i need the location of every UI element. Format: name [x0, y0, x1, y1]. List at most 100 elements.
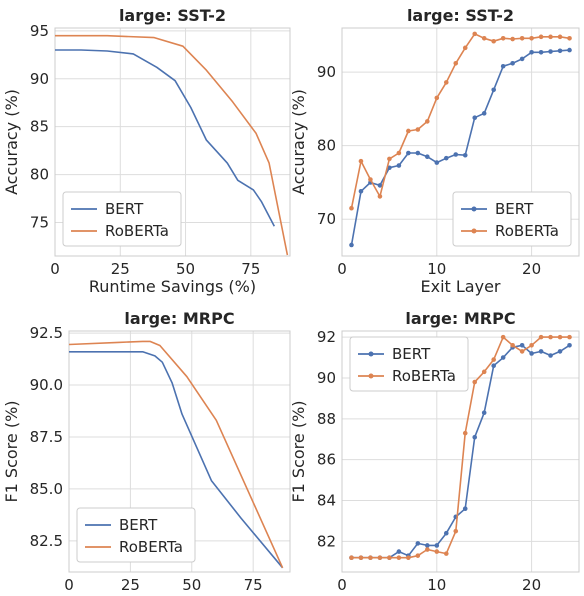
- y-tick-label: 84: [317, 492, 336, 510]
- legend-marker-bert: [368, 351, 374, 357]
- y-tick-label: 82.5: [30, 532, 63, 550]
- plot-frame: [68, 330, 291, 573]
- data-point-bert: [557, 349, 563, 354]
- data-point-bert: [396, 163, 402, 168]
- chart-panel-sst2-exit-layer: 0 10 20 70 80 90 large: SST-2 Exit Layer Accurac…: [289, 6, 580, 296]
- series-line-bert: [55, 49, 276, 227]
- data-point-roberta: [567, 35, 572, 41]
- legend-box: [76, 507, 196, 563]
- series-line-roberta: [68, 340, 284, 569]
- data-point-bert: [472, 434, 478, 440]
- data-point-roberta: [396, 150, 402, 156]
- data-point-roberta: [538, 34, 544, 40]
- x-tick-label: 25: [121, 576, 140, 594]
- data-point-bert: [567, 47, 572, 53]
- y-tick-label: 85.0: [30, 480, 63, 498]
- y-tick-label: 86: [317, 451, 336, 469]
- legend: BERT RoBERTa: [76, 507, 196, 563]
- y-tick-label: 75: [30, 213, 49, 231]
- data-point-roberta: [510, 342, 515, 348]
- y-tick-label: 70: [317, 210, 336, 228]
- data-point-roberta: [434, 95, 440, 101]
- chart-panel-sst2-runtime: 0 25 50 75 75 80 85 90 95 large: SST-2 Runtime Sav…: [2, 6, 291, 296]
- data-point-bert: [548, 353, 553, 358]
- y-tick-label: 80: [30, 166, 49, 184]
- x-tick-label: 75: [241, 260, 260, 278]
- data-point-bert: [491, 363, 496, 369]
- data-point-roberta: [529, 35, 534, 41]
- legend-label-bert: BERT: [119, 516, 158, 534]
- data-point-bert: [425, 154, 430, 160]
- y-tick-label: 92: [317, 328, 336, 346]
- data-point-roberta: [500, 35, 506, 41]
- legend-label-roberta: RoBERTa: [495, 222, 559, 240]
- data-point-roberta: [387, 555, 392, 561]
- x-axis-label: Exit Layer: [421, 593, 501, 596]
- legend-marker-roberta: [368, 373, 374, 379]
- data-point-bert: [358, 188, 364, 194]
- x-tick-label: 0: [337, 260, 347, 278]
- data-point-bert: [462, 152, 468, 158]
- data-point-roberta: [434, 549, 440, 554]
- data-point-bert: [500, 63, 506, 69]
- series-line-roberta: [350, 33, 570, 209]
- y-tick-label: 85: [30, 118, 49, 136]
- data-point-roberta: [462, 430, 468, 436]
- data-point-bert: [406, 150, 411, 156]
- data-point-roberta: [548, 34, 553, 40]
- y-tick-label: 95: [30, 22, 49, 40]
- series-line-bert: [69, 350, 284, 569]
- data-point-roberta: [453, 61, 459, 66]
- chart-title: large: SST-2: [119, 6, 226, 25]
- legend-label-bert: BERT: [105, 200, 144, 218]
- data-point-roberta: [519, 35, 525, 41]
- data-point-roberta: [510, 36, 515, 42]
- y-tick-label: 88: [317, 410, 336, 428]
- series-line-roberta: [55, 34, 289, 256]
- legend-label-roberta: RoBERTa: [392, 367, 456, 385]
- x-tick-label: 0: [50, 260, 60, 278]
- data-point-bert: [481, 111, 487, 116]
- y-axis-label: Accuracy (%): [2, 89, 21, 195]
- data-point-roberta: [349, 555, 354, 561]
- data-point-roberta: [472, 31, 478, 37]
- legend: BERT RoBERTa: [62, 191, 182, 247]
- y-axis-label: F1 Score (%): [2, 400, 21, 502]
- data-point-bert: [510, 61, 515, 66]
- data-point-bert: [396, 549, 402, 554]
- data-point-bert: [500, 355, 506, 360]
- data-point-bert: [481, 410, 487, 415]
- data-point-roberta: [358, 555, 364, 561]
- y-axis-label: Accuracy (%): [289, 89, 308, 195]
- x-tick-label: 20: [522, 260, 541, 278]
- data-point-roberta: [538, 334, 544, 340]
- data-point-roberta: [481, 369, 487, 375]
- legend-box: [452, 191, 572, 247]
- data-point-roberta: [500, 334, 506, 340]
- data-point-roberta: [462, 45, 468, 51]
- data-point-roberta: [415, 127, 421, 132]
- data-point-bert: [434, 543, 440, 548]
- data-point-roberta: [529, 342, 534, 348]
- data-point-roberta: [491, 357, 496, 362]
- legend-label-roberta: RoBERTa: [119, 538, 183, 556]
- x-tick-label: 10: [427, 260, 446, 278]
- data-point-roberta: [358, 158, 364, 164]
- data-point-roberta: [567, 334, 572, 340]
- data-point-roberta: [349, 205, 354, 211]
- data-point-roberta: [387, 156, 392, 162]
- x-tick-label: 0: [337, 576, 347, 594]
- x-tick-label: 50: [176, 260, 195, 278]
- legend-box: [62, 191, 182, 247]
- data-point-bert: [538, 49, 544, 55]
- plot-frame: [54, 27, 291, 257]
- plot-frame: [341, 330, 580, 573]
- data-point-roberta: [368, 177, 373, 182]
- data-point-bert: [443, 155, 449, 161]
- data-point-bert: [443, 530, 449, 536]
- legend-label-bert: BERT: [495, 200, 534, 218]
- x-axis-label: Runtime Savings (%): [96, 593, 263, 596]
- y-tick-label: 90: [317, 63, 336, 81]
- data-point-roberta: [519, 349, 525, 354]
